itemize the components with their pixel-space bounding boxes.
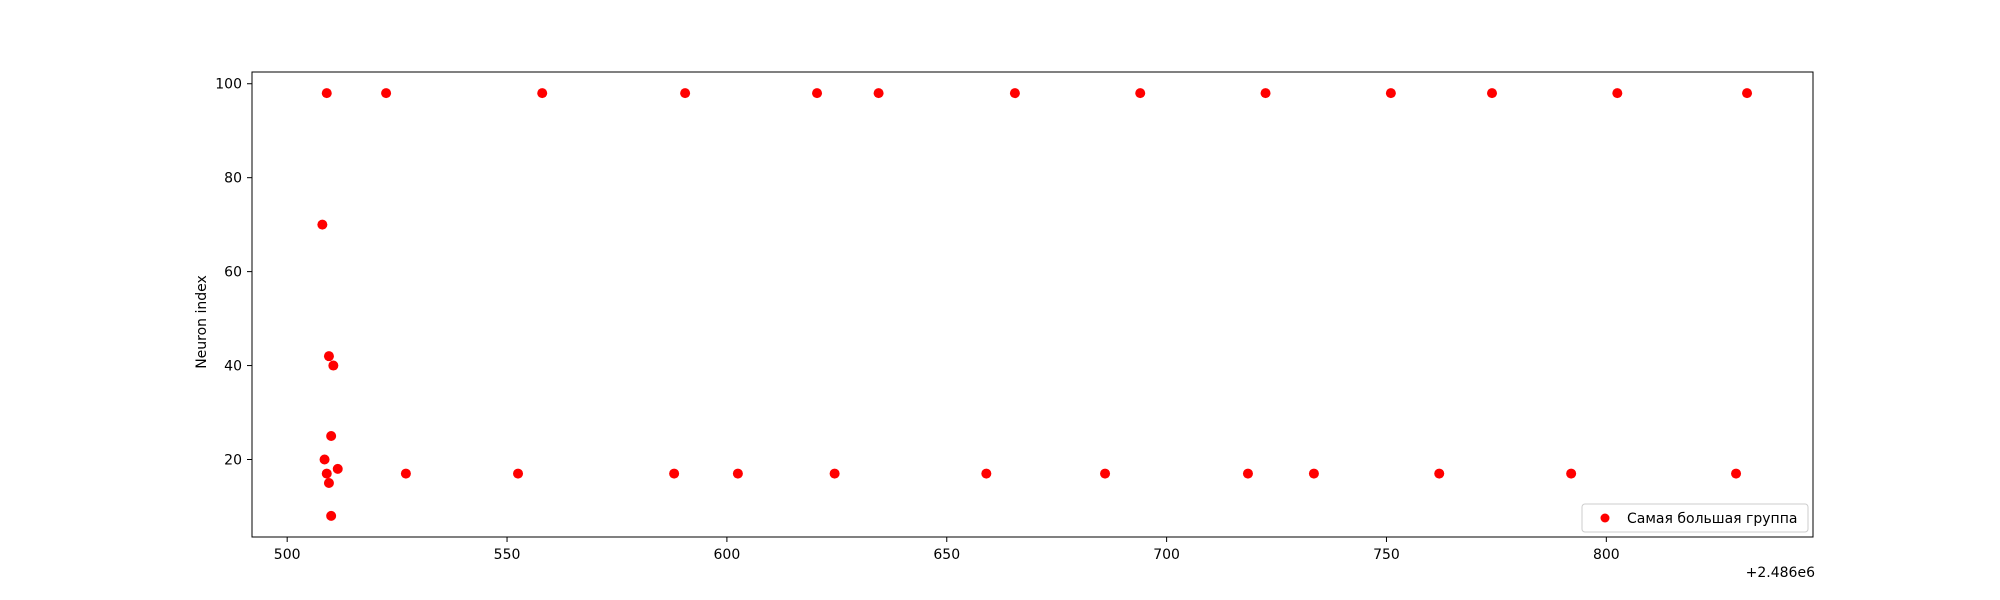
y-axis-label: Neuron index <box>194 275 210 369</box>
data-point <box>326 431 337 442</box>
data-point <box>812 88 823 99</box>
data-point <box>328 360 339 371</box>
plot-border <box>251 71 1814 538</box>
data-point <box>829 468 840 479</box>
data-point <box>1612 88 1623 99</box>
data-point <box>1731 468 1742 479</box>
legend-marker <box>1600 513 1610 523</box>
legend-box <box>1581 503 1809 533</box>
data-point <box>513 468 524 479</box>
plot-area <box>251 71 1814 538</box>
data-point <box>1260 88 1271 99</box>
y-tick-label: 60 <box>224 265 242 281</box>
data-point <box>1742 88 1753 99</box>
x-tick-label: 700 <box>1153 547 1180 563</box>
data-point <box>321 88 332 99</box>
data-point <box>1100 468 1111 479</box>
x-axis: 500 550 600 650 700 750 800 <box>274 537 1620 563</box>
data-point <box>1242 468 1253 479</box>
x-tick-label: 650 <box>933 547 960 563</box>
data-point <box>669 468 680 479</box>
data-point <box>1385 88 1396 99</box>
data-point <box>1009 88 1020 99</box>
x-tick-label: 800 <box>1593 547 1620 563</box>
x-tick-label: 550 <box>494 547 521 563</box>
y-axis: 20 40 60 80 100 <box>215 77 252 469</box>
y-tick-label: 20 <box>224 453 242 469</box>
data-point <box>537 88 548 99</box>
data-point <box>680 88 691 99</box>
data-point <box>326 510 337 521</box>
data-point <box>873 88 884 99</box>
x-tick-label: 750 <box>1373 547 1400 563</box>
data-point <box>319 454 330 465</box>
data-point <box>1566 468 1577 479</box>
data-point <box>1135 88 1146 99</box>
data-point <box>332 463 343 474</box>
data-point <box>400 468 411 479</box>
data-point <box>981 468 992 479</box>
data-point <box>1487 88 1498 99</box>
data-points <box>317 88 1753 521</box>
data-point <box>323 477 334 488</box>
y-tick-label: 40 <box>224 359 242 375</box>
x-tick-label: 600 <box>714 547 741 563</box>
x-axis-offset-label: +2.486e6 <box>1746 565 1815 581</box>
y-tick-label: 100 <box>215 77 242 93</box>
data-point <box>323 351 334 362</box>
data-point <box>1308 468 1319 479</box>
x-tick-label: 500 <box>274 547 301 563</box>
data-point <box>321 468 332 479</box>
data-point <box>381 88 392 99</box>
legend: Самая большая группа <box>1581 503 1809 533</box>
data-point <box>732 468 743 479</box>
legend-label: Самая большая группа <box>1627 511 1797 527</box>
y-tick-label: 80 <box>224 171 242 187</box>
data-point <box>1434 468 1445 479</box>
data-point <box>317 219 328 230</box>
